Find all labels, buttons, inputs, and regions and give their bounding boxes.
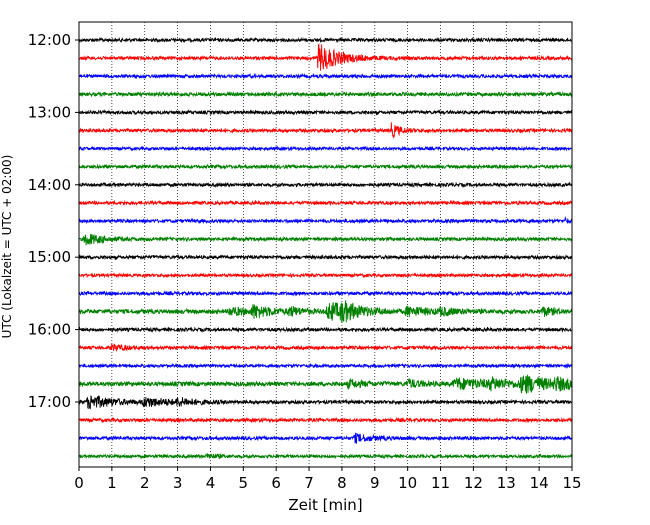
x-tick-label-2: 2 [140,474,150,492]
trace-row-1615 [78,343,573,352]
trace-row-1745 [78,452,573,460]
x-tick-label-13: 13 [497,474,516,492]
y-tick-label-15:00: 15:00 [28,248,71,266]
trace-row-1715 [78,416,573,424]
x-tick-label-8: 8 [337,474,347,492]
trace-row-1545 [78,300,573,323]
x-axis-ticks: 0 1 2 3 4 5 6 7 8 9 10 11 12 13 14 15 [74,467,582,492]
trace-row-1645 [78,374,573,395]
trace-row-1630 [78,362,573,370]
y-axis-label: UTC (Lokalzeit = UTC + 02:00) [0,155,14,339]
x-tick-label-9: 9 [370,474,380,492]
trace-row-1500 [78,253,573,261]
trace-row-1345 [78,163,573,170]
trace-rows [78,36,573,460]
trace-row-1445 [78,233,573,246]
trace-row-1330 [78,145,573,152]
trace-row-1230 [78,72,573,80]
y-tick-label-16:00: 16:00 [28,321,71,339]
x-tick-label-6: 6 [271,474,281,492]
trace-row-1200 [78,36,573,44]
plot-frame [78,21,573,468]
y-tick-label-14:00: 14:00 [28,176,71,194]
y-axis-ticks: 12:00 13:00 14:00 15:00 16:00 17:00 [28,31,79,411]
x-tick-label-5: 5 [239,474,249,492]
x-tick-label-12: 12 [464,474,483,492]
x-tick-label-14: 14 [530,474,549,492]
x-tick-label-3: 3 [173,474,183,492]
trace-row-1515 [78,272,573,279]
trace-row-1730 [78,432,573,445]
trace-row-1700 [78,395,573,410]
trace-row-1600 [78,326,573,333]
x-tick-label-15: 15 [562,474,581,492]
trace-row-1245 [78,90,573,98]
vertical-grid [111,22,540,467]
x-tick-label-0: 0 [74,474,84,492]
x-tick-label-7: 7 [304,474,314,492]
x-tick-label-11: 11 [431,474,450,492]
trace-row-1315 [78,122,573,139]
trace-row-1430 [78,216,573,225]
x-tick-label-10: 10 [398,474,417,492]
trace-row-1300 [78,109,573,116]
trace-row-1415 [78,199,573,207]
x-axis-label: Zeit [min] [288,496,362,514]
x-tick-label-1: 1 [107,474,117,492]
trace-row-1215 [78,42,573,71]
trace-row-1400 [78,181,573,189]
y-tick-label-17:00: 17:00 [28,393,71,411]
y-tick-label-12:00: 12:00 [28,31,71,49]
y-tick-label-13:00: 13:00 [28,103,71,121]
x-tick-label-4: 4 [206,474,216,492]
trace-row-1530 [78,290,573,297]
